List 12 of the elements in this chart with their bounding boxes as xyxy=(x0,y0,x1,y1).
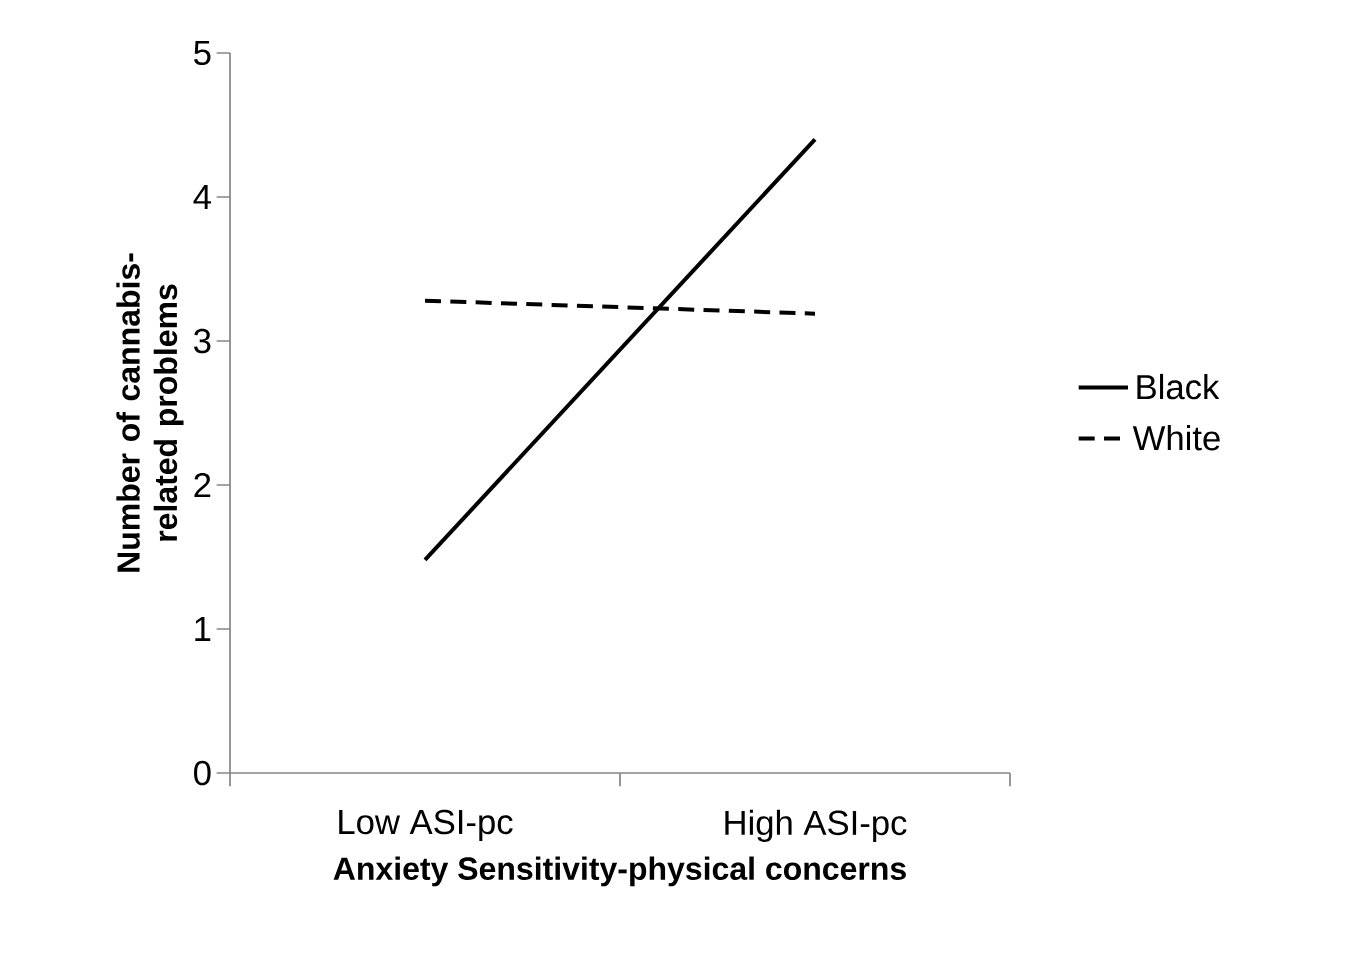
y-tick-label: 2 xyxy=(194,472,211,498)
legend-label: Black xyxy=(1137,373,1220,400)
y-tick-label: 4 xyxy=(193,185,211,209)
y-tick-label: 1 xyxy=(195,617,211,641)
y-tick-label: 0 xyxy=(194,760,211,786)
y-tick-label: 5 xyxy=(194,40,211,66)
x-tick-label: Low ASI-pc xyxy=(339,809,513,842)
y-tick-label: 3 xyxy=(194,328,211,354)
legend-label: White xyxy=(1132,425,1220,451)
x-tick-label: High ASI-pc xyxy=(725,809,907,843)
x-axis-title: Anxiety Sensitivity-physical concerns xyxy=(333,856,906,887)
y-axis-title: Number of cannabis-related problems xyxy=(116,253,184,572)
